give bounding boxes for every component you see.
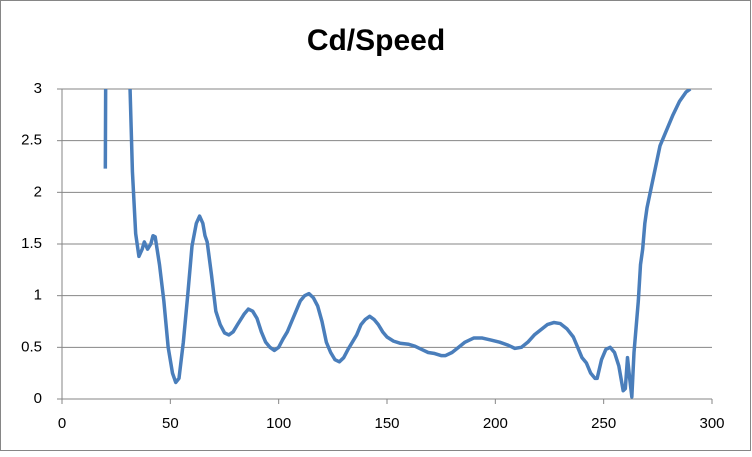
x-tick-label: 100 [266, 415, 291, 432]
x-tick-label: 300 [699, 415, 724, 432]
y-tick-label: 2 [34, 183, 42, 200]
data-line [103, 89, 692, 399]
x-tick-label: 200 [483, 415, 508, 432]
x-tick-label: 150 [374, 415, 399, 432]
y-tick-label: 0 [34, 390, 42, 407]
y-tick-label: 0.5 [21, 338, 42, 355]
y-tick-label: 2.5 [21, 132, 42, 149]
chart-title: Cd/Speed [307, 24, 445, 57]
x-tick-label: 250 [591, 415, 616, 432]
y-tick-label: 1 [34, 287, 42, 304]
x-tick-label: 50 [162, 415, 179, 432]
y-tick-label: 1.5 [21, 235, 42, 252]
x-tick-label: 0 [58, 415, 66, 432]
y-tick-label: 3 [34, 80, 42, 97]
